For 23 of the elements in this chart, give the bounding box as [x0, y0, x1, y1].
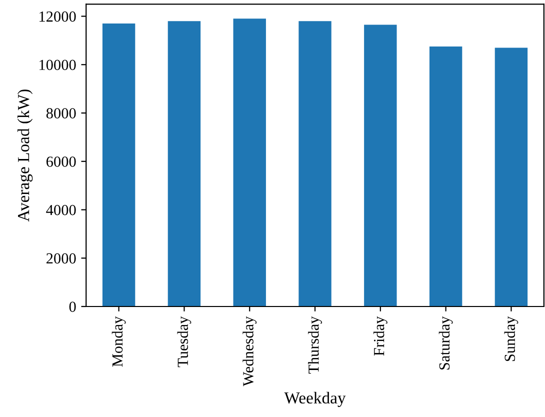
bar — [102, 24, 136, 306]
y-tick-label: 12000 — [40, 11, 76, 22]
y-tick-label: 4000 — [46, 204, 76, 216]
y-tick-label: 10000 — [40, 60, 76, 70]
y-tick-label: 2000 — [46, 253, 76, 264]
x-tick-label: Saturday — [438, 316, 453, 370]
x-tick-label: Wednesday — [242, 316, 257, 386]
x-tick-label: Thursday — [308, 316, 322, 374]
bar — [364, 24, 397, 306]
bar — [494, 48, 528, 306]
y-axis-title: Average Load (kW) — [17, 90, 33, 222]
y-tick-label: 0 — [69, 302, 76, 312]
y-tick-label: 6000 — [46, 156, 76, 167]
bar — [168, 21, 201, 306]
x-tick-label: Tuesday — [177, 316, 192, 368]
bar — [298, 21, 332, 306]
x-tick-label: Friday — [373, 316, 388, 356]
y-tick-label: 8000 — [46, 108, 76, 118]
x-tick-label: Monday — [112, 316, 126, 367]
x-tick-label: Sunday — [504, 316, 518, 362]
x-axis-title: Weekday — [284, 392, 346, 407]
bar — [429, 46, 462, 306]
bar — [233, 18, 266, 306]
